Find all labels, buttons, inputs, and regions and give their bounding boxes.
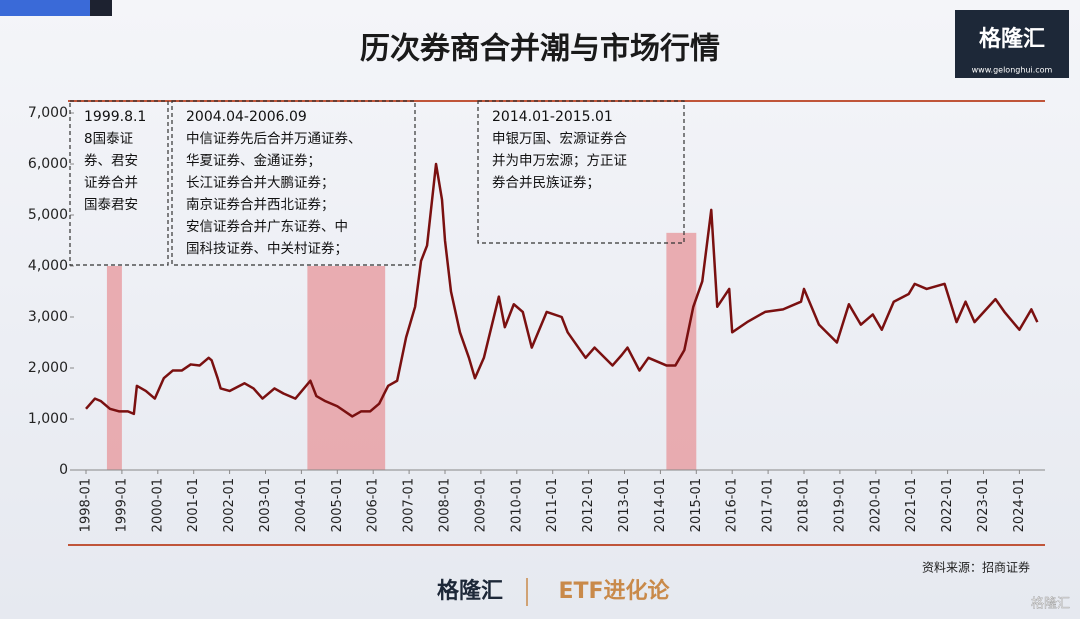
merger-period: [307, 266, 386, 470]
footer-channel: ETF进化论: [558, 578, 670, 604]
y-tick-label: 5,000: [28, 207, 68, 223]
x-tick-label: 2000-01: [150, 478, 165, 532]
annotation-text: 券、君安: [84, 153, 138, 169]
annotation-text: 8国泰证: [84, 131, 133, 147]
annotation-text: 南京证券合并西北证券；: [186, 197, 335, 213]
annotation-text: 2014.01-2015.01: [492, 109, 613, 125]
annotation-text: 券合并民族证券；: [492, 175, 600, 191]
merger-period: [666, 232, 697, 470]
x-tick-label: 1998-01: [79, 478, 94, 532]
annotation-box: [171, 100, 416, 266]
x-tick-label: 2007-01: [402, 478, 417, 532]
y-tick-label: 7,000: [28, 105, 68, 121]
corner-block: [0, 0, 90, 16]
annotation-text: 1999.8.1: [84, 109, 146, 125]
x-tick-label: 2024-01: [1012, 478, 1027, 532]
y-tick-label: 0: [59, 462, 68, 478]
x-tick-label: 2009-01: [473, 478, 488, 532]
annotation-text: 国科技证券、中关村证券；: [186, 241, 348, 257]
x-tick-label: 2010-01: [509, 478, 524, 532]
x-tick-label: 2013-01: [617, 478, 632, 532]
merger-period: [106, 266, 122, 470]
annotation-text: 华夏证券、金通证券；: [186, 153, 321, 169]
x-tick-label: 2015-01: [689, 478, 704, 532]
annotation-text: 长江证券合并大鹏证券；: [186, 175, 335, 191]
annotation-text: 国泰君安: [84, 197, 138, 213]
footer-brand: 格隆汇: [437, 578, 503, 604]
x-tick-label: 2018-01: [797, 478, 812, 532]
corner-block: [90, 0, 112, 16]
annotation-text: 并为申万宏源；方正证: [492, 153, 627, 169]
x-tick-label: 2019-01: [832, 478, 847, 532]
annotation-text: 申银万国、宏源证券合: [492, 131, 627, 147]
x-tick-label: 2006-01: [366, 478, 381, 532]
annotation-text: 证券合并: [84, 175, 138, 191]
y-tick-label: 2,000: [28, 360, 68, 376]
watermark: 格隆汇: [1031, 596, 1070, 612]
logo-box: [955, 10, 1069, 78]
x-tick-label: 2002-01: [222, 478, 237, 532]
y-tick-label: 4,000: [28, 258, 68, 274]
logo: 格隆汇: [979, 26, 1045, 52]
annotation-text: 2004.04-2006.09: [186, 109, 307, 125]
x-tick-label: 2003-01: [258, 478, 273, 532]
x-tick-label: 2004-01: [294, 478, 309, 532]
y-tick-label: 1,000: [28, 411, 68, 427]
annotation-text: 安信证券合并广东证券、中: [186, 219, 348, 235]
y-tick-label: 6,000: [28, 156, 68, 172]
y-tick-label: 3,000: [28, 309, 68, 325]
chart-title: 历次券商合并潮与市场行情: [360, 32, 720, 67]
annotation-box: [477, 100, 685, 244]
x-tick-label: 2021-01: [904, 478, 919, 532]
annotation-text: 中信证券先后合并万通证券、: [186, 131, 362, 147]
x-tick-label: 2008-01: [438, 478, 453, 532]
x-tick-label: 1999-01: [114, 478, 129, 532]
source: 资料来源：招商证券: [922, 560, 1030, 575]
annotation-box: [69, 100, 169, 266]
x-tick-label: 2011-01: [545, 478, 560, 532]
x-tick-label: 2012-01: [581, 478, 596, 532]
x-tick-label: 2005-01: [330, 478, 345, 532]
x-tick-label: 2014-01: [653, 478, 668, 532]
x-tick-label: 2016-01: [725, 478, 740, 532]
x-tick-label: 2017-01: [761, 478, 776, 532]
x-tick-label: 2023-01: [976, 478, 991, 532]
x-tick-label: 2022-01: [940, 478, 955, 532]
x-tick-label: 2020-01: [868, 478, 883, 532]
index-line: [85, 162, 1039, 418]
x-tick-label: 2001-01: [186, 478, 201, 532]
logo-url: www.gelonghui.com: [972, 66, 1053, 75]
